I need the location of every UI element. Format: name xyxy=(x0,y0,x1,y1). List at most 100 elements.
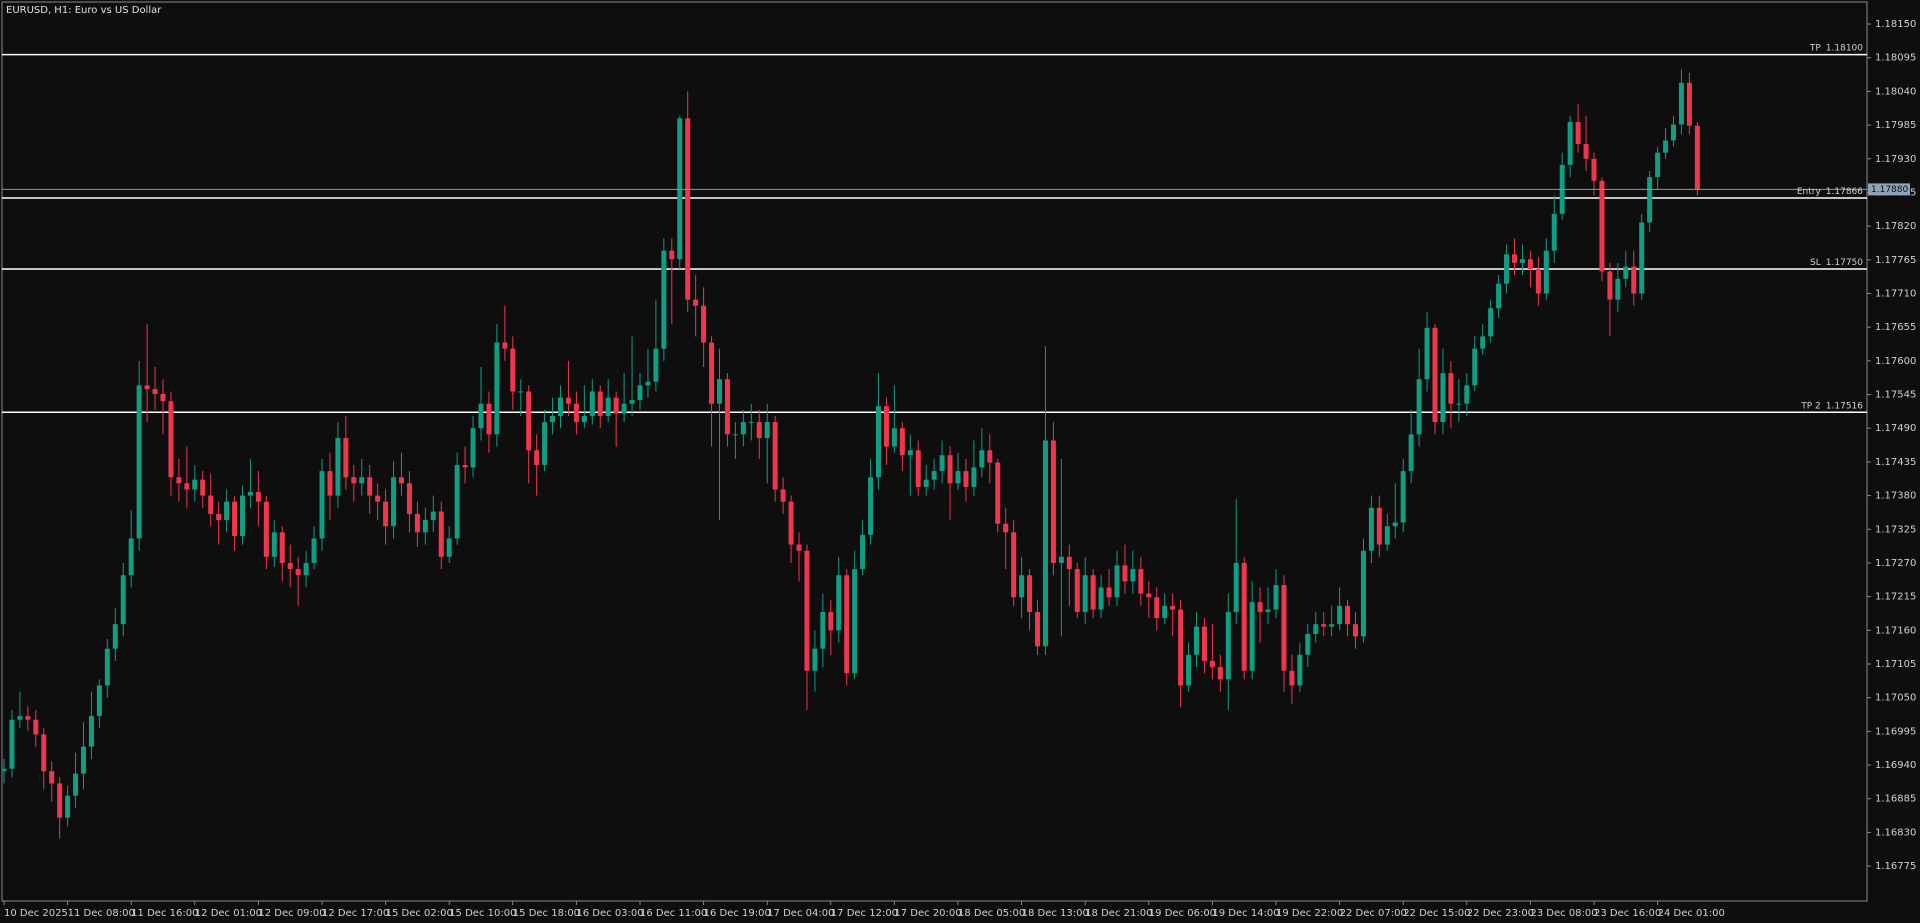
candle-body xyxy=(542,422,548,465)
candle-body xyxy=(891,428,897,447)
candle-body xyxy=(446,538,452,557)
candle-body xyxy=(144,385,150,390)
candle-body xyxy=(391,477,397,527)
candle-body xyxy=(375,495,381,502)
candle-body xyxy=(255,491,261,502)
candle-body xyxy=(581,415,587,423)
candle-body xyxy=(860,534,866,570)
candle-body xyxy=(1384,526,1390,545)
x-tick-label: 16 Dec 03:00 xyxy=(576,908,643,919)
candle-body xyxy=(677,118,683,260)
candle-body xyxy=(621,403,627,414)
candle-body xyxy=(526,391,532,451)
candle-body xyxy=(271,532,277,557)
x-tick-label: 17 Dec 04:00 xyxy=(767,908,834,919)
level-value: 1.18100 xyxy=(1826,43,1863,53)
y-tick-label: 1.17820 xyxy=(1875,221,1916,232)
candle-body xyxy=(1663,140,1669,153)
candle-body xyxy=(1058,556,1064,563)
y-tick-label: 1.17050 xyxy=(1875,693,1916,704)
y-tick-label: 1.17105 xyxy=(1875,659,1916,670)
candle-body xyxy=(1186,654,1192,686)
candle-body xyxy=(1090,575,1096,610)
candle-body xyxy=(907,450,913,456)
candle-body xyxy=(1599,180,1605,272)
candle-body xyxy=(367,477,373,496)
candle-body xyxy=(430,511,436,521)
candle-body xyxy=(629,400,635,404)
candle-body xyxy=(995,462,1001,524)
candle-body xyxy=(1527,259,1533,270)
candle-body xyxy=(1472,348,1478,386)
candle-body xyxy=(287,562,293,570)
x-tick-label: 12 Dec 09:00 xyxy=(258,908,325,919)
candle-body xyxy=(1575,122,1581,145)
candle-body xyxy=(852,569,858,674)
x-tick-label: 22 Dec 15:00 xyxy=(1403,908,1470,919)
x-tick-label: 16 Dec 11:00 xyxy=(640,908,707,919)
y-tick-label: 1.16940 xyxy=(1875,760,1916,771)
candle-body xyxy=(1551,213,1557,251)
candle-body xyxy=(1623,266,1629,279)
candle-body xyxy=(1297,654,1303,686)
candle-body xyxy=(1360,550,1366,637)
chart-title: EURUSD, H1: Euro vs US Dollar xyxy=(6,5,162,16)
candle-body xyxy=(216,513,222,521)
candle-body xyxy=(740,422,746,435)
candle-body xyxy=(327,471,333,496)
y-tick-label: 1.17655 xyxy=(1875,322,1916,333)
candle-body xyxy=(693,299,699,306)
x-tick-label: 11 Dec 08:00 xyxy=(68,908,135,919)
y-tick-label: 1.17160 xyxy=(1875,625,1916,636)
candle-body xyxy=(1082,575,1088,612)
x-tick-label: 12 Dec 17:00 xyxy=(322,908,389,919)
candle-body xyxy=(1416,379,1422,435)
candle-body xyxy=(1217,667,1223,680)
y-tick-label: 1.17930 xyxy=(1875,154,1916,165)
candle-body xyxy=(1019,575,1025,598)
candle-body xyxy=(192,479,198,490)
candle-body xyxy=(1305,633,1311,655)
candle-body xyxy=(1400,471,1406,523)
level-value: 1.17750 xyxy=(1826,258,1863,268)
candle-body xyxy=(812,648,818,671)
candle-body xyxy=(868,477,874,535)
x-tick-label: 17 Dec 12:00 xyxy=(831,908,898,919)
candle-body xyxy=(343,438,349,478)
candle-body xyxy=(414,513,420,533)
x-tick-label: 23 Dec 08:00 xyxy=(1530,908,1597,919)
candle-body xyxy=(772,422,778,490)
candle-body xyxy=(804,550,810,671)
candle-body xyxy=(1003,523,1009,533)
x-tick-label: 19 Dec 06:00 xyxy=(1149,908,1216,919)
level-name: TP 2 xyxy=(1800,401,1821,411)
candle-body xyxy=(1035,611,1040,647)
y-tick-label: 1.17325 xyxy=(1875,524,1916,535)
x-tick-label: 17 Dec 20:00 xyxy=(894,908,961,919)
candle-body xyxy=(351,477,357,484)
candle-body xyxy=(1686,82,1692,126)
x-tick-label: 15 Dec 18:00 xyxy=(513,908,580,919)
candle-body xyxy=(828,611,834,631)
level-name: TP xyxy=(1809,43,1821,53)
candle-body xyxy=(939,455,945,472)
candle-body xyxy=(359,477,365,484)
candle-body xyxy=(200,479,206,496)
candle-body xyxy=(573,403,579,423)
candle-body xyxy=(550,415,556,423)
candle-body xyxy=(462,464,468,468)
candle-body xyxy=(1408,434,1414,472)
candle-body xyxy=(979,450,985,468)
candle-body xyxy=(1249,602,1255,671)
candle-body xyxy=(534,450,540,465)
candle-body xyxy=(136,385,142,539)
candle-body xyxy=(820,611,826,649)
candle-body xyxy=(295,569,301,576)
candle-body xyxy=(1567,122,1573,165)
candle-body xyxy=(494,342,500,435)
candle-body xyxy=(1,768,7,772)
candle-body xyxy=(1496,283,1502,309)
candle-body xyxy=(836,575,842,631)
